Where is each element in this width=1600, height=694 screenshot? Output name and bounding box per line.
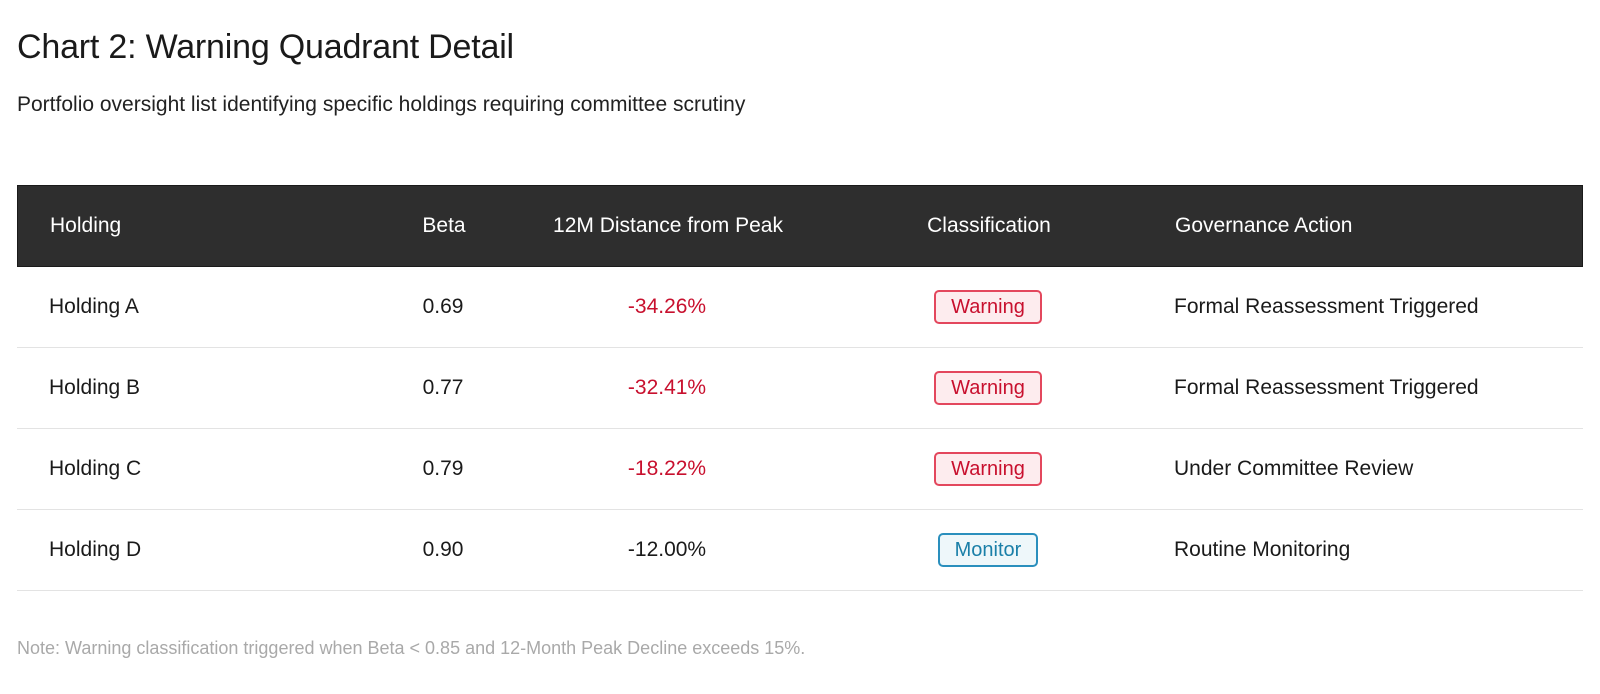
table-row: Holding B 0.77 -32.41% Warning Formal Re… xyxy=(17,348,1583,429)
footnote: Note: Warning classification triggered w… xyxy=(17,638,806,658)
holding-cell: Holding A xyxy=(49,295,139,318)
beta-cell: 0.77 xyxy=(422,376,464,399)
page-subtitle: Portfolio oversight list identifying spe… xyxy=(17,93,746,116)
beta-cell: 0.79 xyxy=(422,457,464,480)
column-header-governance-action: Governance Action xyxy=(1175,214,1353,237)
classification-cell: Warning xyxy=(836,452,1140,486)
beta-cell: 0.69 xyxy=(422,295,464,318)
holding-cell: Holding C xyxy=(49,457,142,480)
table-row: Holding A 0.69 -34.26% Warning Formal Re… xyxy=(17,267,1583,348)
governance-action-cell: Under Committee Review xyxy=(1174,457,1414,480)
classification-cell: Warning xyxy=(836,290,1140,324)
distance-cell: -32.41% xyxy=(627,376,707,399)
page-title: Chart 2: Warning Quadrant Detail xyxy=(17,28,514,66)
column-header-holding: Holding xyxy=(50,214,122,237)
table-row: Holding C 0.79 -18.22% Warning Under Com… xyxy=(17,429,1583,510)
table-row: Holding D 0.90 -12.00% Monitor Routine M… xyxy=(17,510,1583,591)
holding-cell: Holding B xyxy=(49,376,141,399)
distance-cell: -12.00% xyxy=(627,538,707,561)
warning-badge: Warning xyxy=(934,290,1042,324)
column-header-beta: Beta xyxy=(422,214,466,237)
governance-action-cell: Formal Reassessment Triggered xyxy=(1174,295,1479,318)
governance-action-cell: Formal Reassessment Triggered xyxy=(1174,376,1479,399)
column-header-classification: Classification xyxy=(927,214,1051,237)
warning-badge: Warning xyxy=(934,371,1042,405)
holding-cell: Holding D xyxy=(49,538,142,561)
monitor-badge: Monitor xyxy=(937,533,1039,567)
column-header-distance: 12M Distance from Peak xyxy=(553,214,783,237)
beta-cell: 0.90 xyxy=(422,538,464,561)
governance-action-cell: Routine Monitoring xyxy=(1174,538,1351,561)
holdings-table: Holding Beta 12M Distance from Peak Clas… xyxy=(17,185,1583,591)
classification-cell: Monitor xyxy=(836,533,1140,567)
distance-cell: -18.22% xyxy=(627,457,707,480)
distance-cell: -34.26% xyxy=(627,295,707,318)
warning-badge: Warning xyxy=(934,452,1042,486)
table-header-row: Holding Beta 12M Distance from Peak Clas… xyxy=(17,185,1583,267)
classification-cell: Warning xyxy=(836,371,1140,405)
